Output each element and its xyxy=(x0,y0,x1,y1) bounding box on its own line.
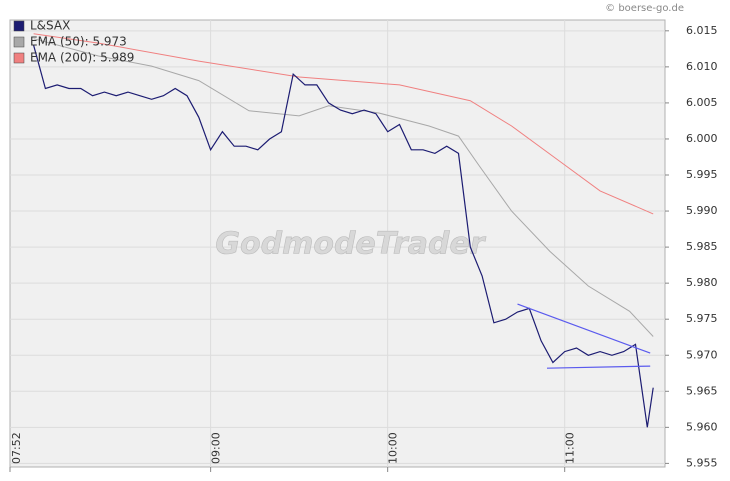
trendline xyxy=(517,303,651,354)
watermark: GodmodeTrader xyxy=(215,227,486,262)
legend-label: L&SAX xyxy=(30,19,70,33)
y-tick-label: 5.985 xyxy=(686,240,718,253)
legend-label: EMA (200): 5.989 xyxy=(30,51,134,65)
y-tick-label: 6.005 xyxy=(686,96,718,109)
y-tick-label: 5.975 xyxy=(686,312,718,325)
y-tick-label: 5.965 xyxy=(686,384,718,397)
legend-swatch xyxy=(13,52,25,64)
y-tick-label: 6.010 xyxy=(686,60,718,73)
series-line xyxy=(33,33,654,215)
source: © boerse-go.de xyxy=(605,3,684,14)
y-tick-label: 5.960 xyxy=(686,420,718,433)
x-tick-label: 09:00 xyxy=(210,432,223,464)
trendline xyxy=(546,365,651,369)
y-tick-label: 5.970 xyxy=(686,348,718,361)
legend-swatch xyxy=(13,20,25,32)
series-line xyxy=(33,38,654,337)
y-tick-label: 5.995 xyxy=(686,168,718,181)
x-tick-label: 10:00 xyxy=(387,432,400,464)
y-tick-label: 5.955 xyxy=(686,456,718,469)
x-tick-label: 11:00 xyxy=(564,432,577,464)
y-tick-label: 5.980 xyxy=(686,276,718,289)
legend-label: EMA (50): 5.973 xyxy=(30,35,127,49)
y-tick-label: 5.990 xyxy=(686,204,718,217)
series-line xyxy=(33,45,654,428)
legend-swatch xyxy=(13,36,25,48)
x-tick-label: 07:52 xyxy=(10,432,23,464)
y-tick-label: 6.000 xyxy=(686,132,718,145)
y-tick-label: 6.015 xyxy=(686,24,718,37)
